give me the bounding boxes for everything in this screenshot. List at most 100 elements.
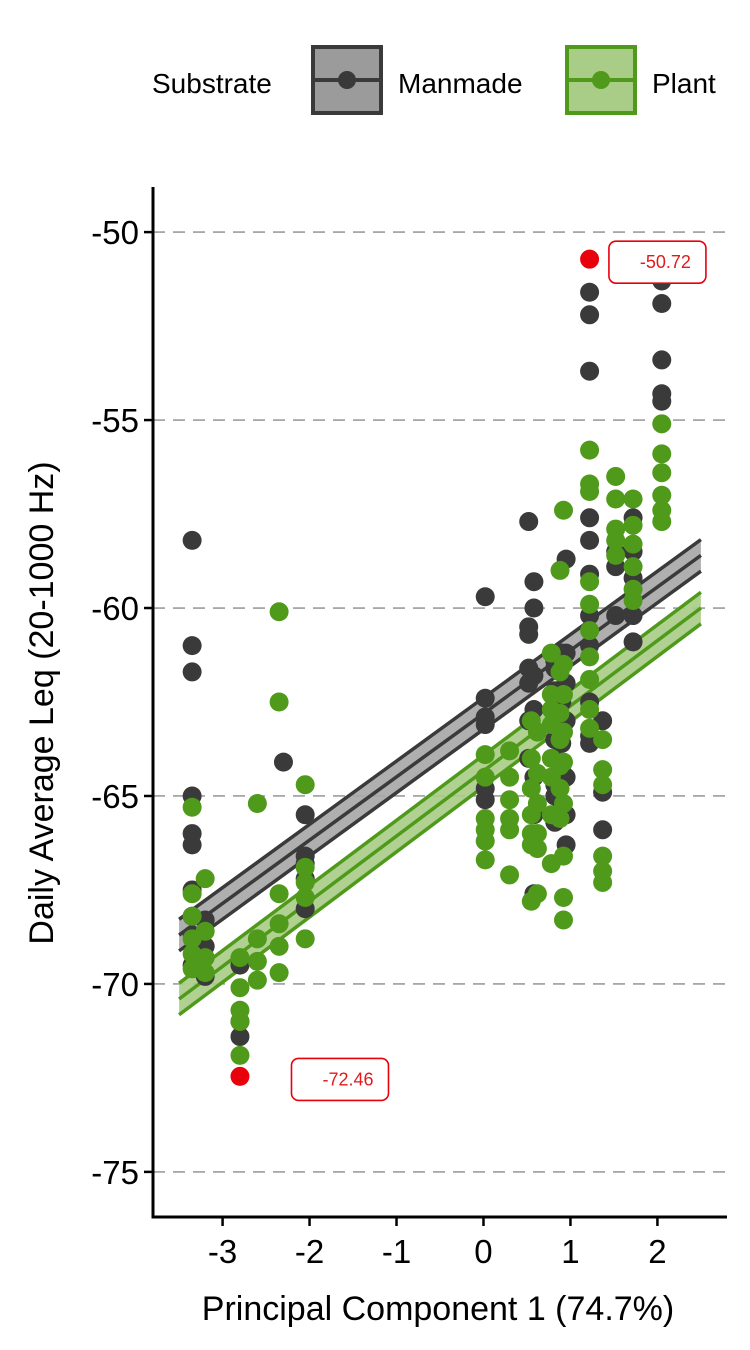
point-plant [553, 722, 573, 742]
point-plant [652, 414, 672, 434]
point-plant [623, 591, 643, 611]
point-plant [230, 948, 250, 968]
point-plant [527, 793, 547, 813]
point-plant [593, 730, 613, 750]
point-plant [247, 793, 267, 813]
point-plant [553, 910, 573, 930]
point-plant [182, 797, 202, 817]
legend-title: Substrate [152, 68, 272, 99]
point-manmade [580, 508, 600, 528]
point-manmade [524, 572, 544, 592]
highlight-points: -50.72 -72.46 [230, 240, 707, 1102]
point-plant [295, 929, 315, 949]
point-plant [623, 489, 643, 509]
x-axis-title: Principal Component 1 (74.7%) [202, 1290, 674, 1328]
y-tick-label: -75 [91, 1154, 139, 1191]
ci-upper-manmade [178, 538, 702, 921]
point-manmade [623, 606, 643, 626]
point-plant [580, 594, 600, 614]
point-plant [295, 872, 315, 892]
point-plant [475, 850, 495, 870]
point-plant [652, 463, 672, 483]
point-manmade [182, 835, 202, 855]
point-plant [195, 921, 215, 941]
point-plant [500, 820, 520, 840]
legend-point-manmade [338, 71, 356, 89]
fit-line-plant [178, 606, 702, 1001]
point-plant [269, 936, 289, 956]
point-plant [295, 775, 315, 795]
point-plant [553, 887, 573, 907]
legend-key-plant [565, 45, 637, 115]
y-tick-label: -70 [91, 966, 139, 1003]
point-manmade [230, 1027, 250, 1047]
point-plant [580, 621, 600, 641]
point-plant [553, 654, 573, 674]
point-manmade [524, 598, 544, 618]
point-plant [606, 530, 626, 550]
point-plant [593, 775, 613, 795]
point-plant [606, 489, 626, 509]
point-plant [550, 703, 570, 723]
point-plant [606, 466, 626, 486]
point-manmade [580, 282, 600, 302]
point-plant [521, 778, 541, 798]
point-manmade [182, 636, 202, 656]
point-plant [500, 865, 520, 885]
legend: Substrate Manmade Plant [152, 45, 716, 115]
point-plant [580, 718, 600, 738]
point-plant [593, 846, 613, 866]
highlight-label-box [608, 240, 707, 284]
ci-lower-plant [178, 622, 702, 1017]
ci-upper-plant [178, 590, 702, 985]
point-manmade [593, 820, 613, 840]
point-plant [195, 948, 215, 968]
point-plant [580, 647, 600, 667]
x-tick-label: -1 [382, 1233, 411, 1270]
point-plant [652, 512, 672, 532]
point-plant [606, 545, 626, 565]
point-plant [527, 839, 547, 859]
point-plant [553, 500, 573, 520]
point-manmade [475, 587, 495, 607]
point-plant [553, 846, 573, 866]
y-tick-label: -65 [91, 778, 139, 815]
point-plant [230, 1045, 250, 1065]
point-plant [553, 793, 573, 813]
point-plant [247, 929, 267, 949]
y-tick-label: -60 [91, 590, 139, 627]
highlight-point [230, 1066, 250, 1086]
point-plant [593, 760, 613, 780]
point-plant [652, 444, 672, 464]
y-tick-label: -55 [91, 402, 139, 439]
point-plant [580, 572, 600, 592]
legend-point-plant [592, 71, 610, 89]
point-plant [550, 809, 570, 829]
point-manmade [652, 294, 672, 314]
point-plant [593, 872, 613, 892]
point-plant [195, 963, 215, 983]
point-plant [295, 887, 315, 907]
point-manmade [475, 790, 495, 810]
point-plant [269, 914, 289, 934]
point-plant [269, 602, 289, 622]
legend-label-manmade: Manmade [398, 68, 523, 99]
point-plant [553, 684, 573, 704]
axes: -50 -55 -60 -65 -70 -75 -3 -2 -1 0 1 2 [91, 187, 727, 1270]
point-plant [269, 884, 289, 904]
point-manmade [519, 624, 539, 644]
x-tick-label: 2 [648, 1233, 666, 1270]
point-plant [500, 741, 520, 761]
point-plant [550, 560, 570, 580]
point-manmade [273, 752, 293, 772]
point-plant [247, 970, 267, 990]
point-plant [475, 767, 495, 787]
point-plant [527, 722, 547, 742]
x-tick-label: -2 [295, 1233, 324, 1270]
y-axis-title: Daily Average Leq (20-1000 Hz) [23, 461, 61, 944]
point-plant [247, 951, 267, 971]
highlight-point [580, 249, 600, 269]
point-plant [521, 748, 541, 768]
x-tick-label: 1 [561, 1233, 579, 1270]
point-plant [527, 824, 547, 844]
